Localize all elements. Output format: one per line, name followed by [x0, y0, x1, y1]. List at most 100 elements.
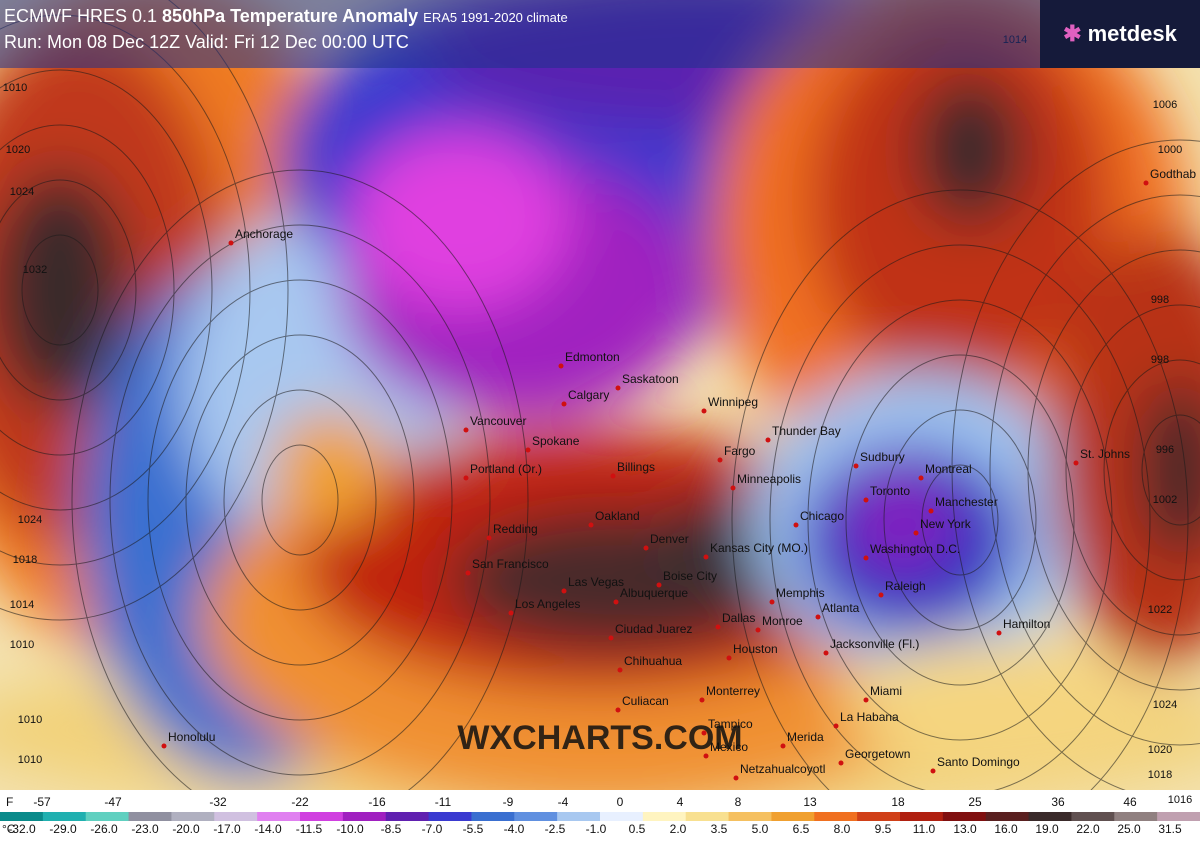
city-dot — [588, 522, 594, 528]
isobar-label: 1024 — [1153, 699, 1177, 711]
legend-c-label: 2.0 — [670, 822, 687, 836]
temperature-field — [0, 0, 1200, 820]
city-dot — [726, 655, 732, 661]
legend-c-label: 5.0 — [752, 822, 769, 836]
legend-c-label: 0.5 — [629, 822, 646, 836]
city-label: Las Vegas — [568, 575, 624, 589]
city-dot — [701, 408, 707, 414]
city-dot — [755, 627, 761, 633]
city-label: Monterrey — [706, 684, 760, 698]
legend-f-label: -16 — [368, 795, 386, 809]
legend-swatch — [857, 812, 901, 821]
logo: ✱ metdesk — [1040, 0, 1200, 68]
isobar-label: 1020 — [1148, 744, 1172, 756]
legend-c-label: 19.0 — [1035, 822, 1059, 836]
city-label: Raleigh — [885, 579, 926, 593]
city-dot — [610, 473, 616, 479]
isobar — [0, 179, 137, 401]
logo-text: metdesk — [1087, 21, 1177, 46]
header: ECMWF HRES 0.1 850hPa Temperature Anomal… — [0, 0, 1040, 68]
legend-c-label: -8.5 — [381, 822, 402, 836]
city-label: Minneapolis — [737, 472, 801, 486]
city-label: Edmonton — [565, 350, 620, 364]
legend-c-label: -5.5 — [463, 822, 484, 836]
legend-swatch — [428, 812, 472, 821]
isobar-label: 998 — [1151, 354, 1169, 366]
city-label: Albuquerque — [620, 586, 688, 600]
city-dot — [558, 363, 564, 369]
city-label: Atlanta — [822, 601, 860, 615]
isobar — [223, 389, 377, 611]
legend-f-label: -47 — [104, 795, 122, 809]
city-label: Honolulu — [168, 730, 215, 744]
isobar — [0, 124, 175, 456]
isobar-label: 1024 — [10, 186, 34, 198]
city-dot — [643, 545, 649, 551]
city-dot — [717, 457, 723, 463]
legend-swatch — [85, 812, 130, 821]
city-dot — [617, 667, 623, 673]
legend-swatch — [728, 812, 772, 821]
legend-c-label: -4.0 — [504, 822, 525, 836]
city-dot — [1073, 460, 1079, 466]
legend-c-label: -29.0 — [49, 822, 77, 836]
legend-swatch — [128, 812, 172, 821]
isobar-label: 1002 — [1153, 494, 1177, 506]
header-line: ECMWF HRES 0.1 850hPa Temperature Anomal… — [4, 6, 568, 27]
city-label: Billings — [617, 460, 655, 474]
isobar-label: 1018 — [1148, 769, 1172, 781]
city-label: Miami — [870, 684, 902, 698]
legend-c-label: -1.0 — [586, 822, 607, 836]
isobar — [807, 299, 1113, 741]
city-dot — [701, 730, 707, 736]
city-label: Redding — [493, 522, 538, 536]
legend-c-label: 25.0 — [1117, 822, 1141, 836]
city-label: Boise City — [663, 569, 717, 583]
city-label: Calgary — [568, 388, 609, 402]
city-label: Anchorage — [235, 227, 293, 241]
city-label: Oakland — [595, 509, 640, 523]
city-dot — [699, 697, 705, 703]
city-dot — [765, 437, 771, 443]
run-info: Run: Mon 08 Dec 12Z Valid: Fri 12 Dec 00… — [4, 32, 409, 52]
city-dot — [863, 555, 869, 561]
city-dot — [525, 447, 531, 453]
city-label: St. Johns — [1080, 447, 1130, 461]
city-dot — [161, 743, 167, 749]
city-label: San Francisco — [472, 557, 549, 571]
legend-c-label: -2.5 — [545, 822, 566, 836]
isobar-label: 1020 — [6, 144, 30, 156]
city-dot — [833, 723, 839, 729]
legend-c-label: -32.0 — [8, 822, 36, 836]
legend-f-label: 46 — [1123, 795, 1137, 809]
isobar — [185, 334, 415, 666]
isobar-label: 998 — [1151, 294, 1169, 306]
anomaly-blob — [1140, 380, 1200, 560]
legend-f-label: 8 — [735, 795, 742, 809]
city-dot — [615, 385, 621, 391]
city-label: Monroe — [762, 614, 803, 628]
legend-swatch — [1028, 812, 1072, 821]
legend-c-label: -10.0 — [336, 822, 364, 836]
city-dot — [928, 508, 934, 514]
city-dot — [508, 610, 514, 616]
anomaly-blob — [0, 170, 130, 410]
legend-f-label: 0 — [617, 795, 624, 809]
city-label: Washington D.C. — [870, 542, 960, 556]
anomaly-blob — [350, 130, 570, 310]
model: ECMWF HRES 0.1 — [4, 6, 158, 26]
isobar — [731, 189, 1189, 847]
legend-c-label: 13.0 — [953, 822, 977, 836]
anomaly-blob — [840, 640, 1160, 760]
isobar-label: 1010 — [18, 714, 42, 726]
isobar-label: 996 — [1156, 444, 1174, 456]
legend-c-label: 8.0 — [834, 822, 851, 836]
legend-swatch — [771, 812, 815, 821]
city-dot — [715, 624, 721, 630]
legend-f-label: -22 — [291, 795, 309, 809]
city-label: Denver — [650, 532, 689, 546]
city-dot — [613, 599, 619, 605]
anomaly-blob — [270, 410, 390, 530]
city-label: Portland (Or.) — [470, 462, 542, 476]
city-label: Netzahualcoyotl — [740, 762, 825, 776]
